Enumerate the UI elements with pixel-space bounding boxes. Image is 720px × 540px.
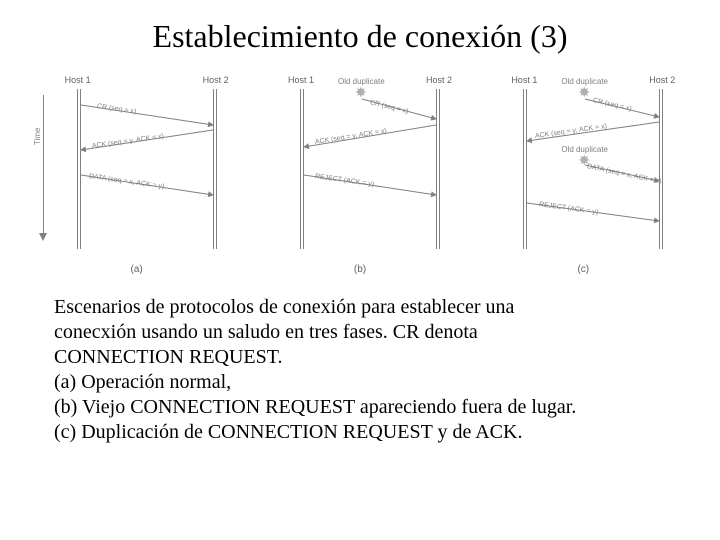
- body-line: Escenarios de protocolos de conexión par…: [54, 295, 670, 320]
- panel-letter: (b): [260, 264, 460, 275]
- body-line: (a) Operación normal,: [54, 370, 670, 395]
- page-title: Establecimiento de conexión (3): [0, 0, 720, 55]
- panel-letter: (a): [37, 264, 237, 275]
- body-line: (c) Duplicación de CONNECTION REQUEST y …: [54, 420, 670, 445]
- panel-b: Host 1 Host 2 ✸ Old duplicate CR (seq = …: [260, 75, 460, 275]
- body-paragraph: Escenarios de protocolos de conexión par…: [0, 285, 720, 445]
- panel-b-arrows: [260, 75, 460, 275]
- body-line: conecxión usando un saludo en tres fases…: [54, 320, 670, 345]
- body-line: CONNECTION REQUEST.: [54, 345, 670, 370]
- panel-c-arrows: [483, 75, 683, 275]
- body-line: (b) Viejo CONNECTION REQUEST apareciendo…: [54, 395, 670, 420]
- panel-letter: (c): [483, 264, 683, 275]
- diagram-row: Host 1 Host 2 Time CR (seq = x) ACK (seq…: [0, 55, 720, 285]
- panel-a: Host 1 Host 2 Time CR (seq = x) ACK (seq…: [37, 75, 237, 275]
- panel-c: Host 1 Host 2 ✸ ✸ Old duplicate Old dupl…: [483, 75, 683, 275]
- panel-a-arrows: [37, 75, 237, 275]
